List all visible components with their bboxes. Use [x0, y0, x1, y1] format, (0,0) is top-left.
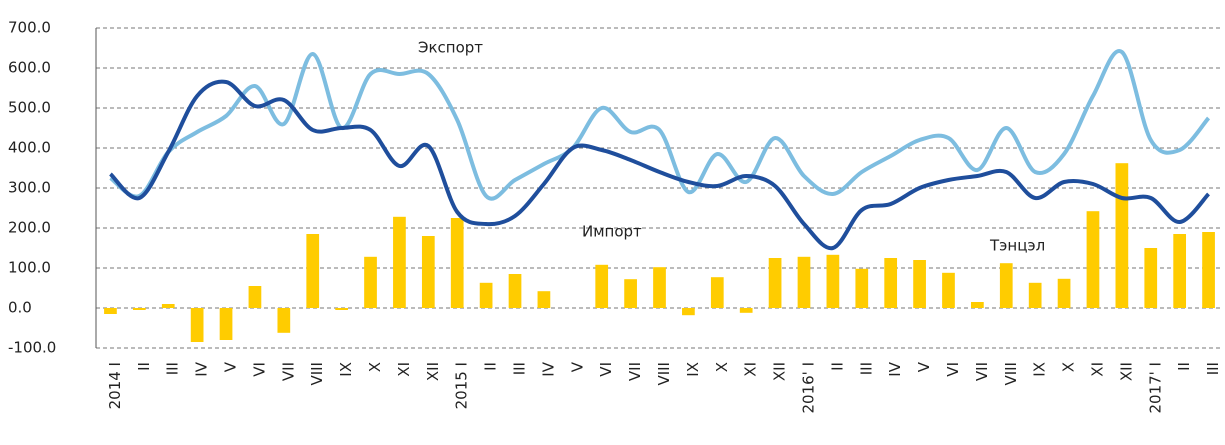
bar	[942, 272, 955, 308]
bar	[479, 282, 493, 308]
x-tick-label: XI	[395, 362, 413, 377]
bar	[913, 260, 926, 308]
x-tick-label: VI	[250, 362, 268, 377]
x-tick-label: V	[568, 361, 586, 372]
bar	[1202, 232, 1215, 308]
bar	[855, 268, 869, 308]
bar	[450, 218, 464, 308]
bar	[1115, 163, 1129, 308]
bar	[277, 308, 291, 333]
bar	[421, 236, 435, 308]
line	[109, 49, 1211, 201]
x-tick-label: III	[857, 362, 875, 375]
bar	[104, 308, 117, 314]
x-tick-label: 2017' I	[1146, 362, 1164, 414]
x-tick-label: XII	[771, 362, 789, 381]
y-tick-label: -100.0	[8, 339, 56, 357]
bar	[1144, 248, 1158, 308]
x-tick-label: VIII	[308, 362, 326, 386]
y-tick-label: 100.0	[8, 259, 51, 277]
bar	[335, 308, 348, 310]
bar	[826, 254, 840, 308]
bar	[710, 277, 724, 308]
x-tick-label: IV	[539, 361, 557, 376]
bar	[132, 308, 146, 310]
bar	[508, 274, 522, 308]
x-tick-label: 2015 I	[453, 362, 471, 409]
x-tick-label: VIII	[1002, 362, 1020, 386]
bar	[364, 256, 377, 308]
bar	[190, 308, 204, 342]
y-tick-label: 400.0	[8, 139, 51, 157]
bar	[653, 267, 666, 308]
y-tick-label: 200.0	[8, 219, 51, 237]
bar	[161, 304, 175, 308]
x-tick-label: VIII	[655, 362, 673, 386]
bar	[1028, 282, 1042, 308]
bar	[884, 258, 898, 308]
y-tick-label: 700.0	[8, 19, 51, 37]
bar	[739, 308, 753, 313]
x-tick-label: X	[366, 362, 384, 372]
x-tick-label: VII	[626, 362, 644, 381]
bar	[768, 258, 782, 308]
bar	[393, 216, 406, 308]
x-tick-label: IX	[337, 362, 355, 377]
x-tick-label: III	[164, 362, 182, 375]
bar	[797, 256, 811, 308]
x-tick-label: III	[1204, 362, 1222, 375]
x-tick-label: VI	[597, 362, 615, 377]
x-tick-label: III	[511, 362, 529, 375]
x-tick-label: V	[222, 361, 240, 372]
x-tick-label: IV	[193, 361, 211, 376]
bar	[219, 308, 233, 340]
x-tick-label: II	[828, 362, 846, 371]
x-tick-label: IV	[886, 361, 904, 376]
x-tick-label: II	[482, 362, 500, 371]
x-tick-label: XII	[424, 362, 442, 381]
x-tick-label: V	[915, 361, 933, 372]
y-tick-label: 600.0	[8, 59, 51, 77]
x-tick-label: II	[135, 362, 153, 371]
x-tick-label: II	[1175, 362, 1193, 371]
x-tick-label: XI	[742, 362, 760, 377]
bar	[682, 308, 695, 316]
bar	[999, 263, 1013, 308]
bar	[624, 279, 637, 308]
bar	[1086, 211, 1100, 308]
y-tick-label: 500.0	[8, 99, 51, 117]
x-tick-label: VII	[973, 362, 991, 381]
x-tick-label: X	[1060, 362, 1078, 372]
x-tick-label: VI	[944, 362, 962, 377]
y-tick-label: 0.0	[8, 299, 32, 317]
x-tick-label: X	[713, 362, 731, 372]
bar	[971, 302, 984, 308]
y-tick-label: 300.0	[8, 179, 51, 197]
line	[109, 79, 1211, 251]
bar	[595, 264, 609, 308]
x-tick-label: IX	[684, 362, 702, 377]
x-tick-label: XII	[1117, 362, 1135, 381]
bar	[1173, 234, 1187, 308]
x-tick-label: IX	[1031, 362, 1049, 377]
series-label: Импорт	[582, 223, 642, 241]
series-label: Экспорт	[418, 39, 483, 57]
bar	[537, 291, 551, 308]
x-tick-label: VII	[279, 362, 297, 381]
x-tick-label: 2016' I	[799, 362, 817, 414]
bar	[248, 286, 262, 308]
bar	[1057, 278, 1071, 308]
x-tick-label: XI	[1088, 362, 1106, 377]
x-tick-label: 2014 I	[106, 362, 124, 409]
series-label: Тэнцэл	[989, 237, 1045, 255]
bar	[306, 234, 320, 308]
